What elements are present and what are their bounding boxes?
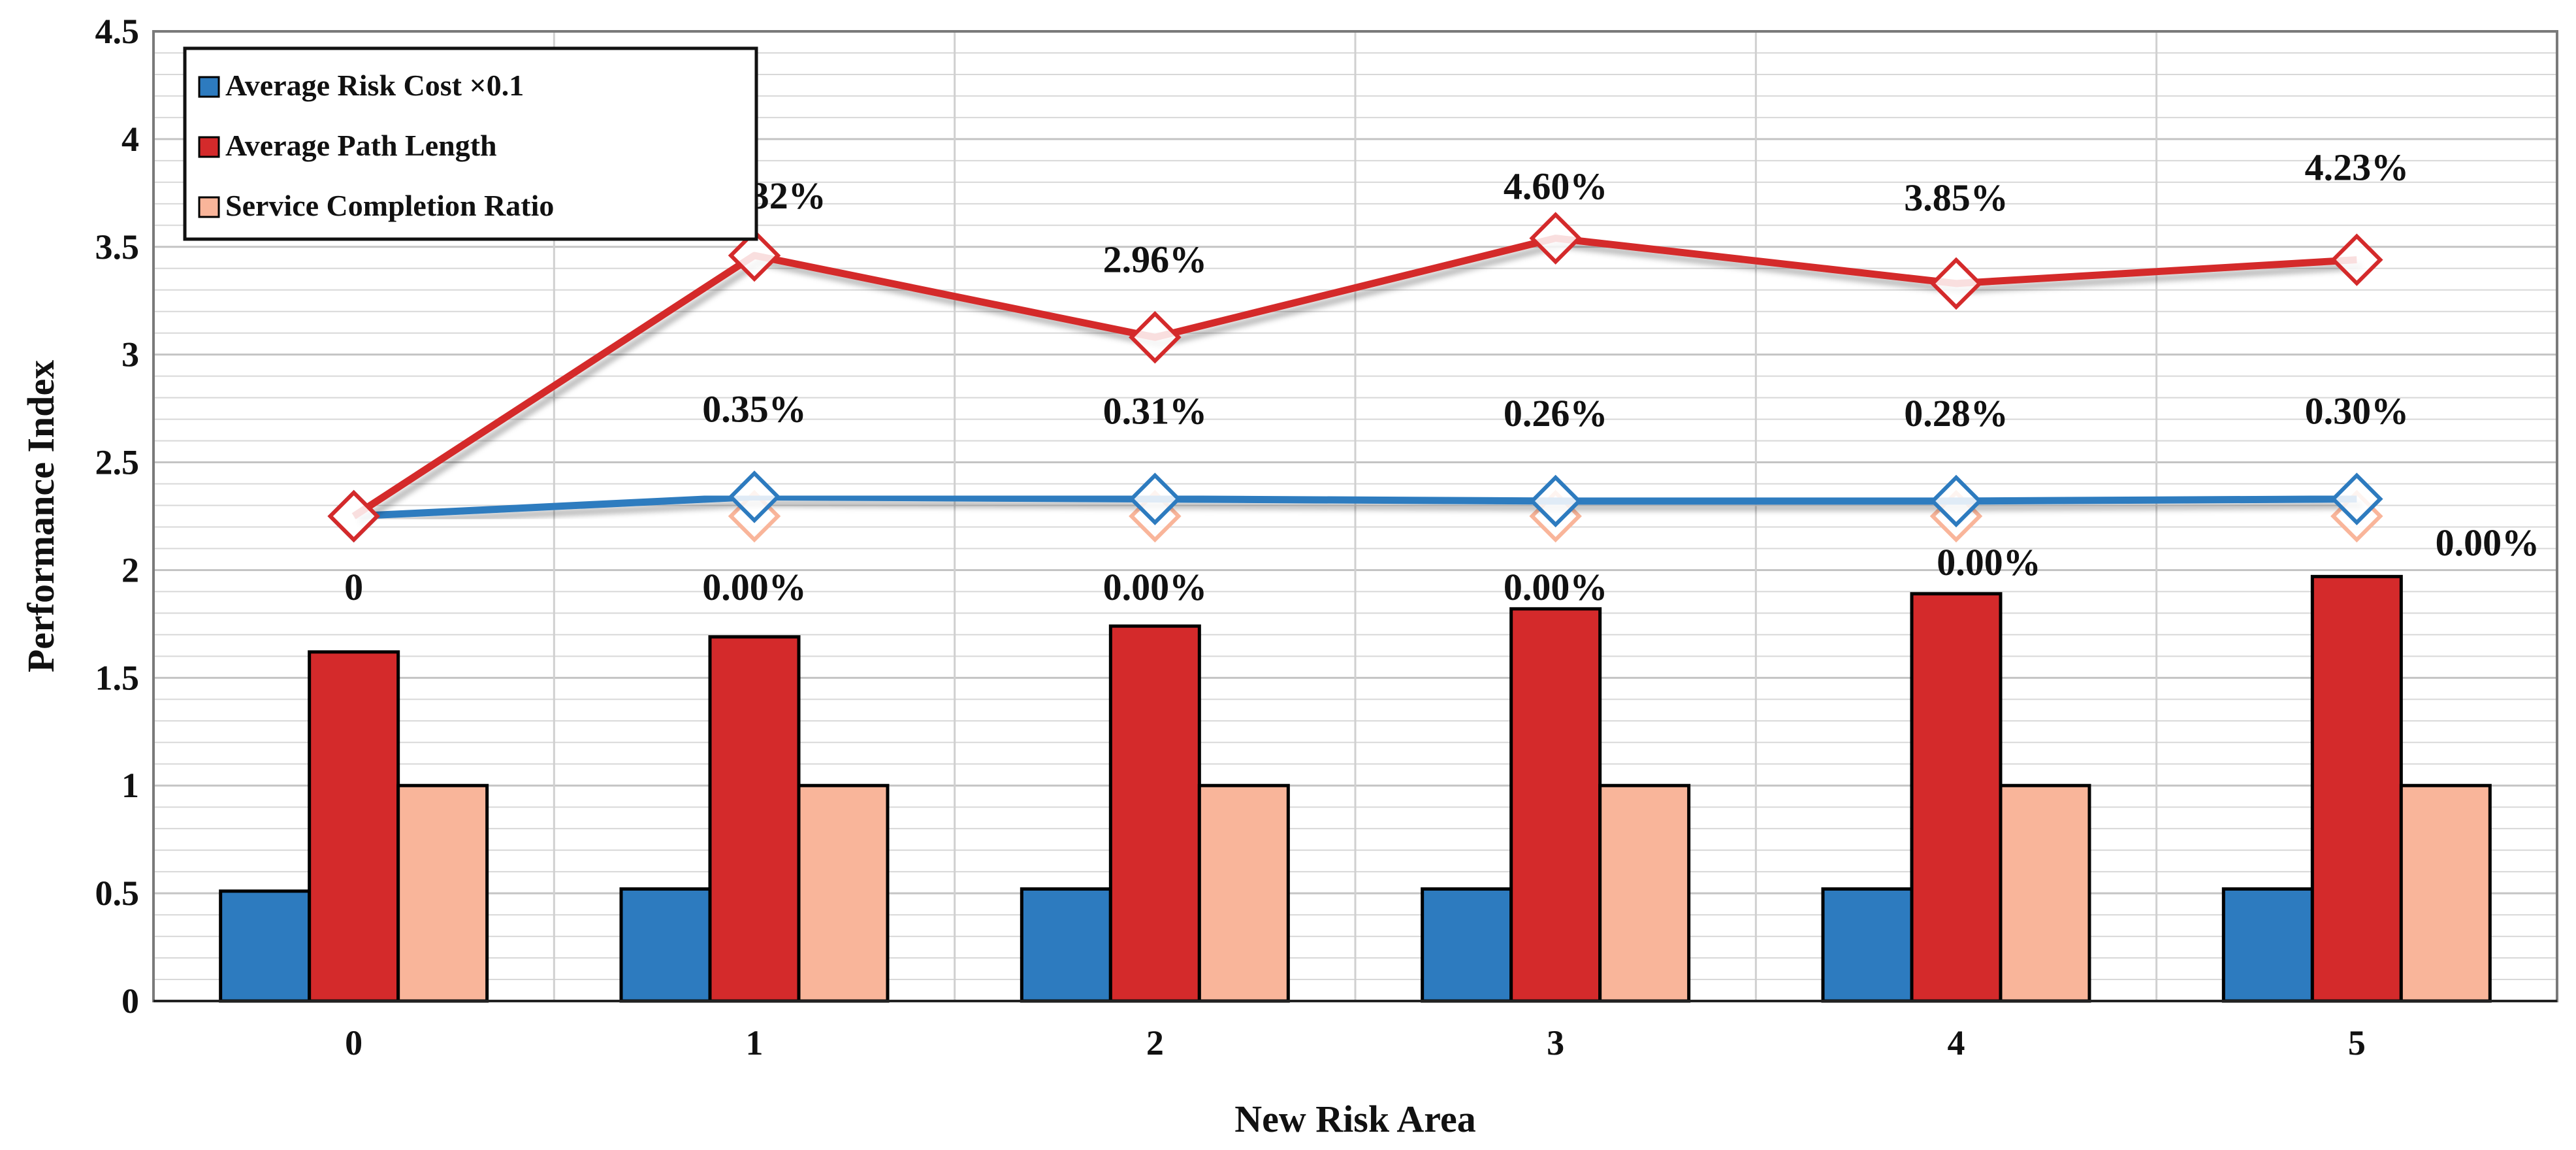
legend-swatch-2 bbox=[198, 196, 220, 218]
label-path-length-5: 4.23% bbox=[2305, 146, 2409, 189]
bar-average-risk-cost-5 bbox=[2221, 887, 2314, 1003]
bar-series-group bbox=[219, 574, 2492, 1003]
label-risk-cost-2: 0.31% bbox=[1103, 390, 1208, 433]
label-completion-ratio-1: 0.00% bbox=[702, 566, 807, 608]
legend-label-1: Average Path Length bbox=[225, 129, 497, 162]
legend-swatch-1 bbox=[198, 136, 220, 158]
diamond-marker-4 bbox=[1929, 474, 1983, 528]
y-tick-label: 4 bbox=[121, 120, 139, 159]
label-risk-cost-3: 0.26% bbox=[1504, 392, 1608, 435]
diamond-marker-5 bbox=[2330, 233, 2383, 286]
diamond-marker-5 bbox=[2330, 472, 2383, 525]
y-axis-title: Performance Index bbox=[20, 360, 62, 672]
x-tick-label: 5 bbox=[2348, 1023, 2366, 1062]
line-series-group bbox=[327, 212, 2383, 543]
bar-average-path-length-3 bbox=[1509, 607, 1602, 1003]
label-path-length-2: 2.96% bbox=[1103, 238, 1208, 280]
label-path-length-4: 3.85% bbox=[1904, 176, 2008, 219]
label-completion-ratio-2: 0.00% bbox=[1103, 566, 1208, 608]
bar-service-completion-ratio-1 bbox=[797, 783, 890, 1003]
bar-average-path-length-1 bbox=[708, 635, 801, 1003]
label-path-length-3: 4.60% bbox=[1504, 165, 1608, 208]
bar-average-path-length-0 bbox=[308, 650, 400, 1003]
label-completion-ratio-5: 0.00% bbox=[2436, 521, 2540, 564]
bar-service-completion-ratio-0 bbox=[396, 783, 489, 1003]
y-tick-label: 0 bbox=[121, 981, 139, 1021]
bar-average-risk-cost-3 bbox=[1421, 887, 1513, 1003]
diamond-marker-2 bbox=[1129, 311, 1182, 364]
diamond-marker-2 bbox=[1129, 472, 1182, 525]
label-completion-ratio-4: 0.00% bbox=[1937, 541, 2041, 583]
label-risk-cost-5: 0.30% bbox=[2305, 390, 2409, 433]
y-tick-label: 2 bbox=[121, 550, 139, 589]
diamond-marker-1 bbox=[728, 229, 781, 282]
legend-box bbox=[183, 46, 758, 241]
y-tick-label: 1 bbox=[121, 766, 139, 805]
bar-service-completion-ratio-5 bbox=[2399, 783, 2492, 1003]
label-completion-ratio-0: 0 bbox=[344, 566, 363, 608]
diamond-marker-1 bbox=[728, 470, 781, 523]
line-average-risk-cost-increase bbox=[353, 493, 2357, 520]
x-tick-label: 4 bbox=[1948, 1023, 1965, 1062]
bar-service-completion-ratio-2 bbox=[1197, 783, 1290, 1003]
y-tick-label: 1.5 bbox=[95, 658, 140, 697]
diamond-marker-0 bbox=[327, 489, 380, 543]
bar-average-path-length-5 bbox=[2310, 574, 2403, 1003]
legend-label-0: Average Risk Cost ×0.1 bbox=[225, 69, 524, 102]
y-tick-label: 4.5 bbox=[95, 12, 140, 51]
y-tick-label: 2.5 bbox=[95, 443, 140, 482]
bar-average-risk-cost-0 bbox=[219, 889, 312, 1003]
label-risk-cost-4: 0.28% bbox=[1904, 392, 2008, 435]
bar-service-completion-ratio-3 bbox=[1598, 783, 1691, 1003]
label-risk-cost-1: 0.35% bbox=[702, 387, 807, 430]
bar-average-risk-cost-2 bbox=[1020, 887, 1112, 1003]
y-tick-label: 0.5 bbox=[95, 874, 140, 913]
x-tick-label: 1 bbox=[746, 1023, 764, 1062]
bar-average-risk-cost-4 bbox=[1821, 887, 1914, 1003]
x-tick-label: 2 bbox=[1146, 1023, 1164, 1062]
diamond-marker-3 bbox=[1529, 212, 1582, 265]
label-completion-ratio-3: 0.00% bbox=[1504, 566, 1608, 608]
bar-average-path-length-2 bbox=[1108, 624, 1201, 1003]
legend-label-2: Service Completion Ratio bbox=[225, 189, 554, 222]
y-tick-label: 3 bbox=[121, 335, 139, 374]
line-average-path-length-increase bbox=[351, 235, 2357, 519]
bar-average-risk-cost-1 bbox=[619, 887, 712, 1003]
y-tick-label: 3.5 bbox=[95, 227, 140, 267]
x-axis-title: New Risk Area bbox=[1234, 1098, 1475, 1140]
diamond-marker-3 bbox=[1529, 474, 1582, 528]
legend: Average Risk Cost ×0.1 Average Path Lengt… bbox=[183, 46, 758, 241]
diamond-marker-4 bbox=[1929, 257, 1983, 310]
axes-group: 0 0.5 1 1.5 2 2.5 3 3.5 4 4.5 0 1 2 3 4 5 New Risk Area P… bbox=[20, 12, 2558, 1140]
bar-average-path-length-4 bbox=[1910, 592, 2003, 1003]
x-tick-label: 0 bbox=[345, 1023, 362, 1062]
bar-service-completion-ratio-4 bbox=[1999, 783, 2091, 1003]
percent-labels-group: 4.32%2.96%4.60% 3.85%4.23%0.35% 0.31% 0.26%… bbox=[344, 146, 2539, 608]
legend-swatch-0 bbox=[198, 76, 220, 98]
x-tick-label: 3 bbox=[1547, 1023, 1564, 1062]
